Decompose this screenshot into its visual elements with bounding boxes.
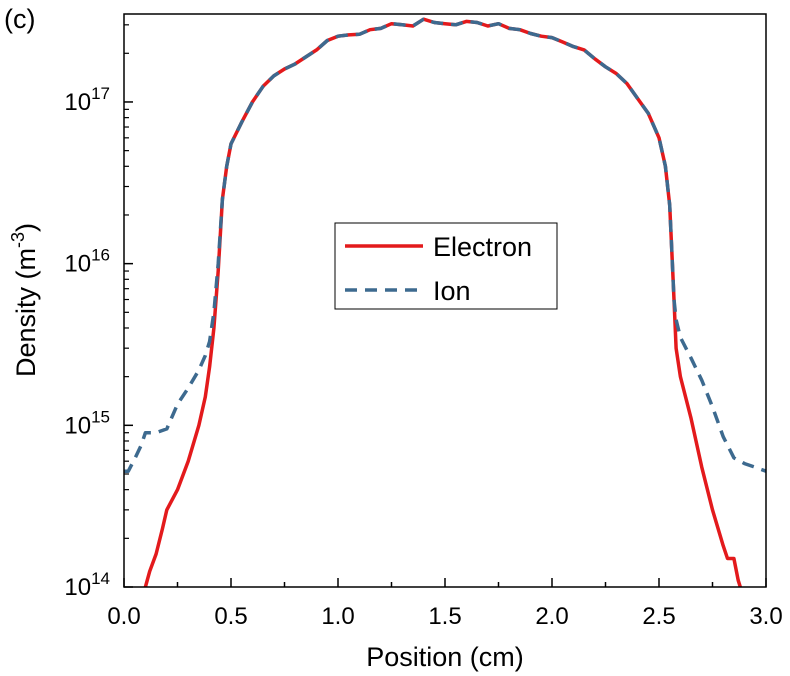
y-tick-label: 1017 bbox=[64, 84, 110, 116]
series-line-ion bbox=[124, 17, 767, 473]
panel-label: (c) bbox=[4, 4, 35, 34]
plot-series bbox=[124, 17, 767, 588]
x-tick-label: 2.0 bbox=[535, 603, 568, 630]
y-axis: 1014 1015 1016 1017 bbox=[64, 24, 133, 601]
x-tick-label: 1.5 bbox=[428, 603, 461, 630]
y-tick-label: 1015 bbox=[64, 407, 110, 439]
x-tick-label: 3.0 bbox=[749, 603, 782, 630]
x-tick-label: 2.5 bbox=[642, 603, 675, 630]
legend-ion-label: Ion bbox=[433, 276, 471, 306]
x-tick-label: 0.0 bbox=[107, 603, 140, 630]
legend-box bbox=[334, 222, 558, 310]
y-tick-label: 1014 bbox=[64, 569, 110, 601]
x-tick-label: 0.5 bbox=[214, 603, 247, 630]
y-tick-label: 1016 bbox=[64, 246, 110, 278]
x-axis-title: Position (cm) bbox=[366, 642, 524, 672]
x-axis: 0.0 0.5 1.0 1.5 2.0 2.5 3.0 bbox=[107, 578, 783, 630]
legend: Electron Ion bbox=[334, 222, 558, 310]
x-tick-label: 1.0 bbox=[321, 603, 354, 630]
y-axis-title: Density (m-3) bbox=[8, 223, 41, 377]
legend-electron-label: Electron bbox=[433, 232, 532, 262]
